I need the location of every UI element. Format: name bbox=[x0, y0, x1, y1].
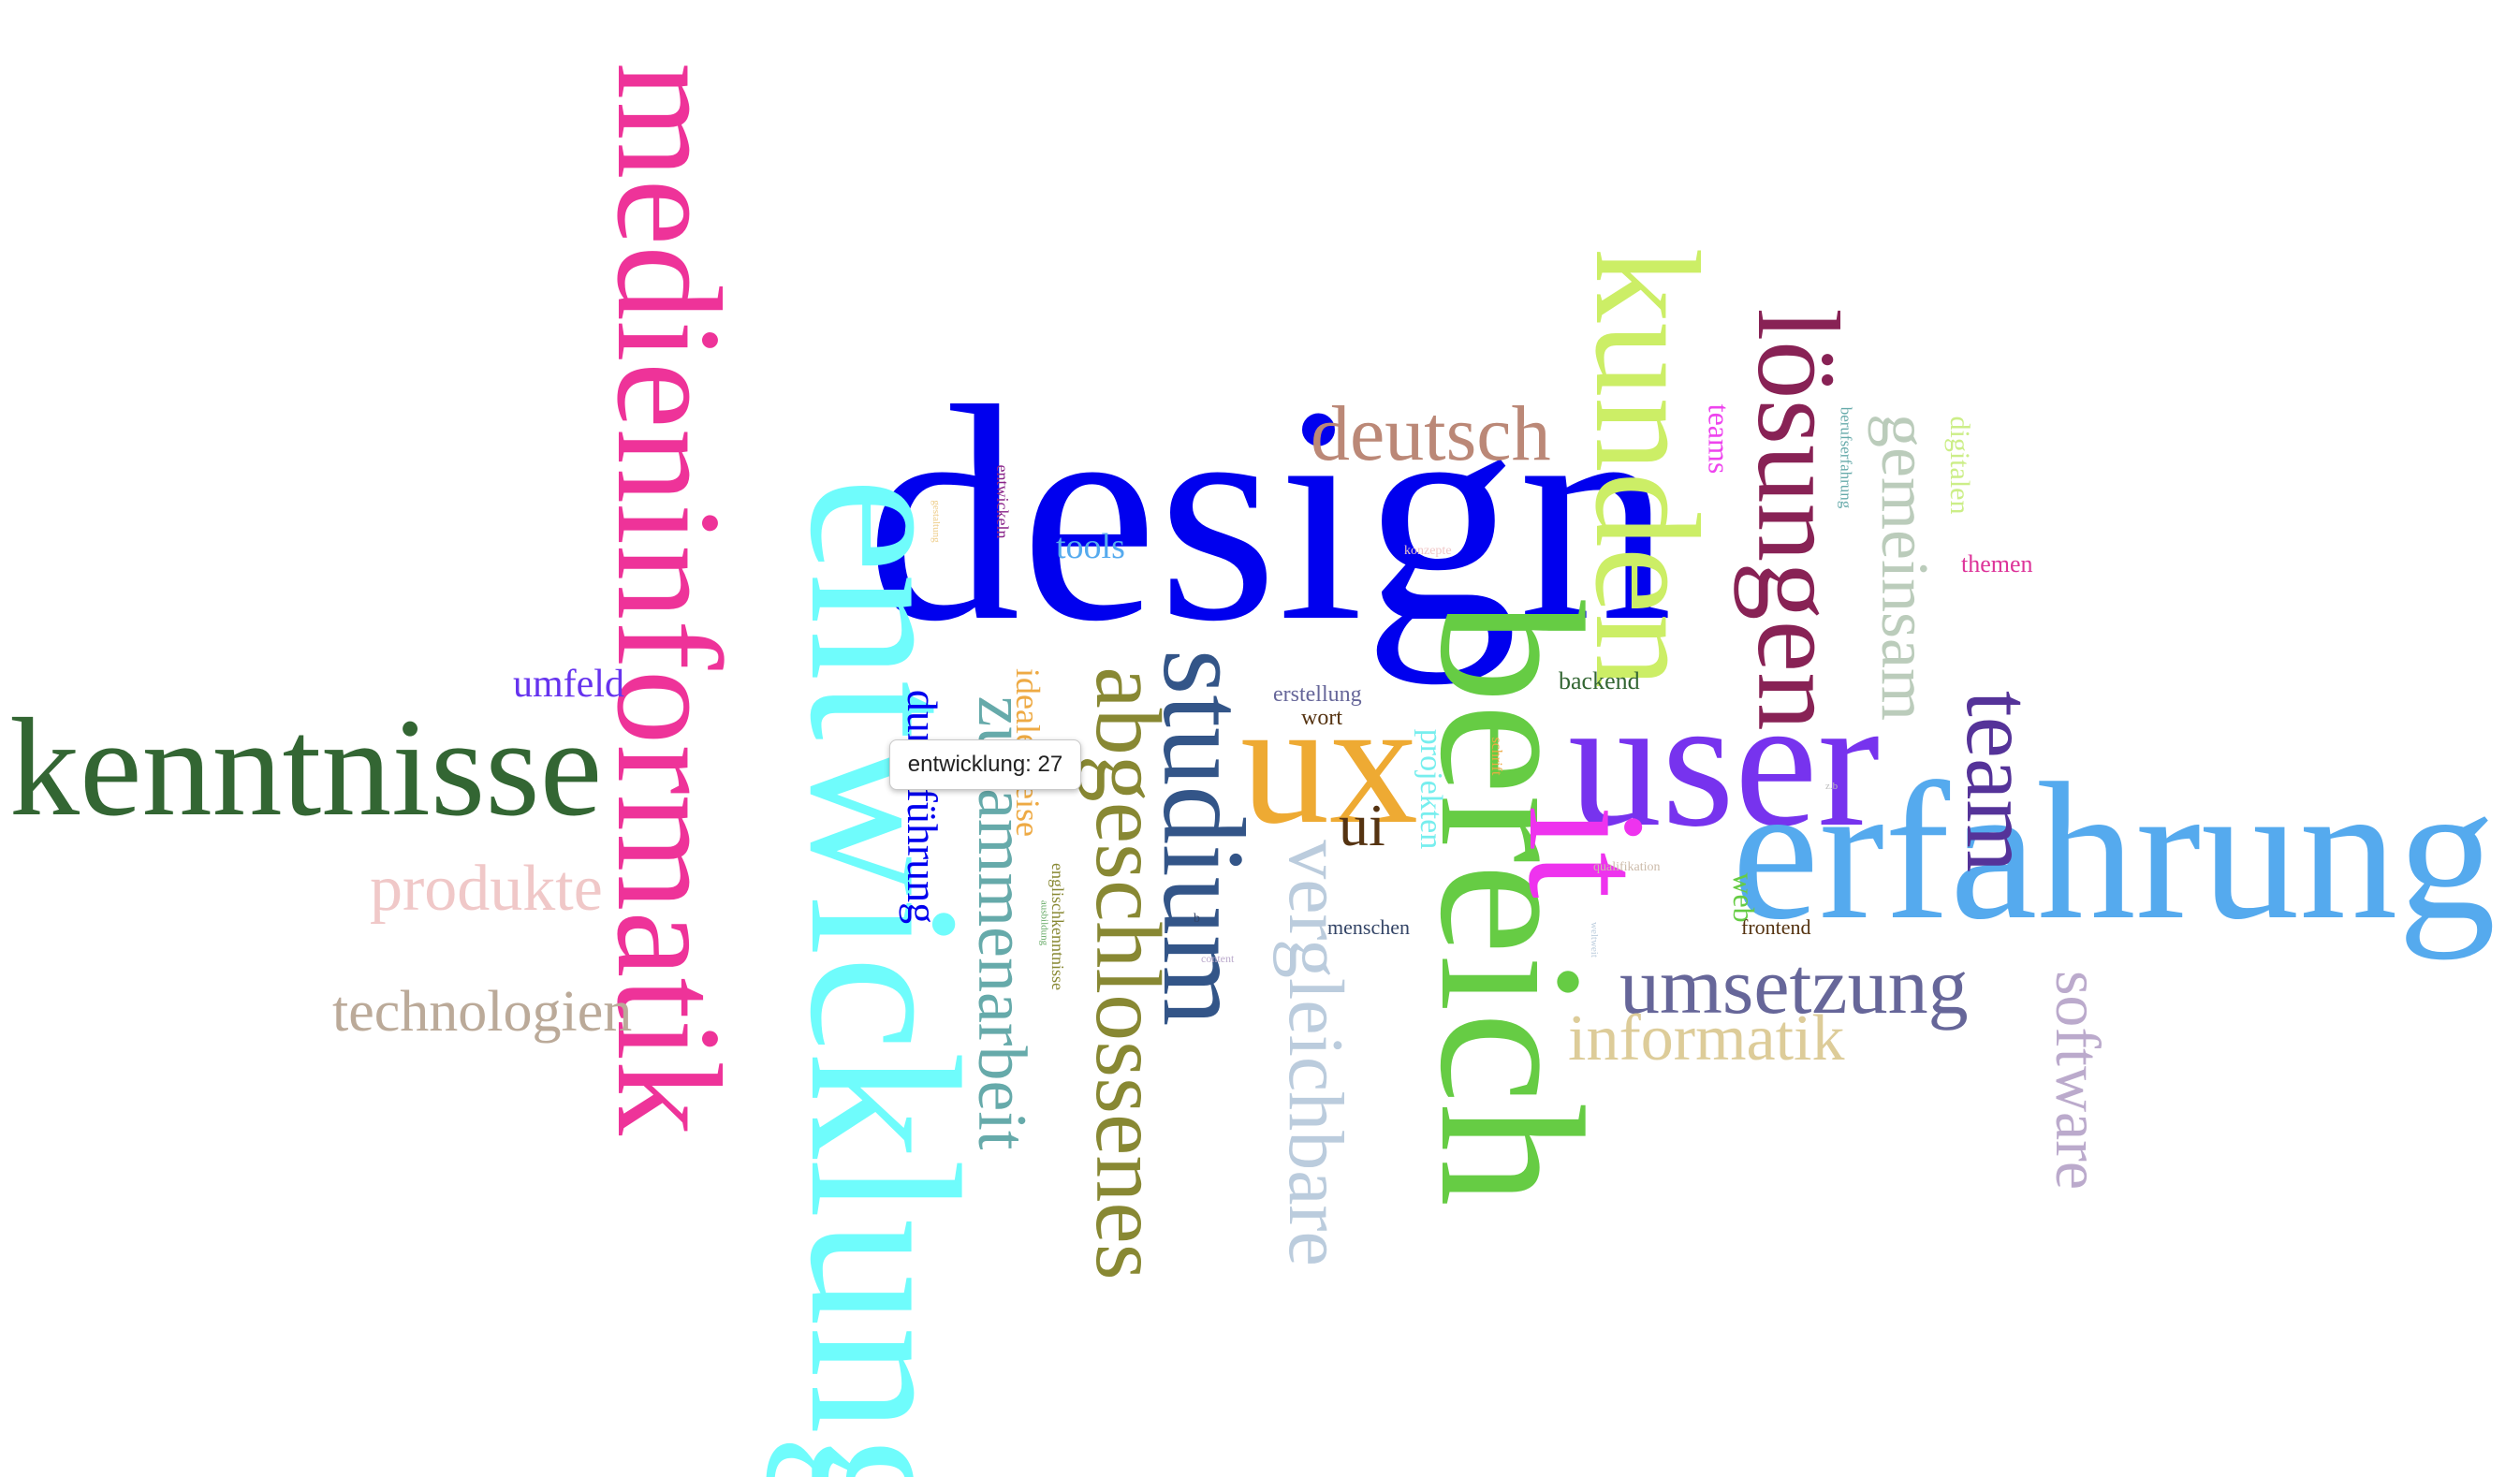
hover-tooltip: entwicklung: 27 bbox=[889, 739, 1081, 790]
word-wort[interactable]: wort bbox=[1301, 706, 1342, 730]
word-schrift[interactable]: schrift bbox=[1488, 737, 1504, 776]
word-produkte[interactable]: produkte bbox=[370, 853, 603, 925]
word-menschen[interactable]: menschen bbox=[1327, 915, 1410, 939]
tooltip-text: entwicklung: 27 bbox=[907, 752, 1063, 777]
word-projekten[interactable]: projekten bbox=[1414, 728, 1448, 850]
word-loesungen[interactable]: lösungen bbox=[1733, 308, 1862, 731]
word-tools[interactable]: tools bbox=[1056, 527, 1125, 566]
word-konzepte[interactable]: konzepte bbox=[1404, 544, 1452, 558]
word-abgeschlossenes[interactable]: abgeschlossenes bbox=[1077, 666, 1180, 1280]
word-design[interactable]: design bbox=[866, 344, 1673, 685]
word-gestaltung[interactable]: gestaltung bbox=[930, 500, 942, 543]
word-ux[interactable]: ux bbox=[1240, 665, 1418, 861]
word-berufserfahrung[interactable]: berufserfahrung bbox=[1837, 406, 1855, 509]
word-umsetzung[interactable]: umsetzung bbox=[1619, 941, 1969, 1031]
word-erfahrung[interactable]: erfahrung bbox=[1732, 743, 2497, 960]
word-durchfuehrung[interactable]: durchführung bbox=[899, 689, 946, 925]
word-gemeinsam[interactable]: gemeinsam bbox=[1868, 414, 1942, 721]
word-qualifikation[interactable]: qualifikation bbox=[1593, 860, 1661, 874]
word-erstellung[interactable]: erstellung bbox=[1273, 682, 1362, 707]
word-teams[interactable]: teams bbox=[1702, 403, 1736, 475]
word-weltweit[interactable]: weltweit bbox=[1589, 922, 1600, 958]
word-frontend[interactable]: frontend bbox=[1741, 915, 1811, 939]
word-digitalen[interactable]: digitalen bbox=[1944, 416, 1975, 515]
word-themen[interactable]: themen bbox=[1961, 550, 2033, 578]
word-kunden[interactable]: kunden bbox=[1564, 247, 1731, 689]
word-content[interactable]: content bbox=[1201, 952, 1235, 965]
word-backend[interactable]: backend bbox=[1559, 667, 1640, 695]
word-team[interactable]: team bbox=[1947, 690, 2051, 873]
word-software[interactable]: software bbox=[2043, 970, 2114, 1191]
word-informatik[interactable]: informatik bbox=[1568, 1002, 1845, 1075]
word-englischkenntnisse[interactable]: englischkenntnisse bbox=[1048, 863, 1067, 990]
word-b[interactable]: b bbox=[1194, 912, 1200, 926]
word-user[interactable]: user bbox=[1568, 659, 1881, 866]
word-entwickeln[interactable]: entwickeln bbox=[993, 464, 1012, 539]
word-it[interactable]: it bbox=[1494, 804, 1680, 899]
word-technologien[interactable]: technologien bbox=[332, 980, 633, 1044]
word-ausbildung[interactable]: ausbildung bbox=[1038, 899, 1050, 946]
word-entwicklung[interactable]: entwicklung bbox=[766, 477, 1004, 1477]
word-umfeld[interactable]: umfeld bbox=[513, 663, 624, 706]
word-vergleichbare[interactable]: vergleichbare bbox=[1272, 840, 1359, 1266]
word-zb[interactable]: z.b bbox=[1825, 781, 1839, 792]
word-deutsch[interactable]: deutsch bbox=[1311, 390, 1551, 477]
word-ui[interactable]: ui bbox=[1339, 792, 1385, 858]
word-kenntnisse[interactable]: kenntnisse bbox=[9, 690, 603, 845]
